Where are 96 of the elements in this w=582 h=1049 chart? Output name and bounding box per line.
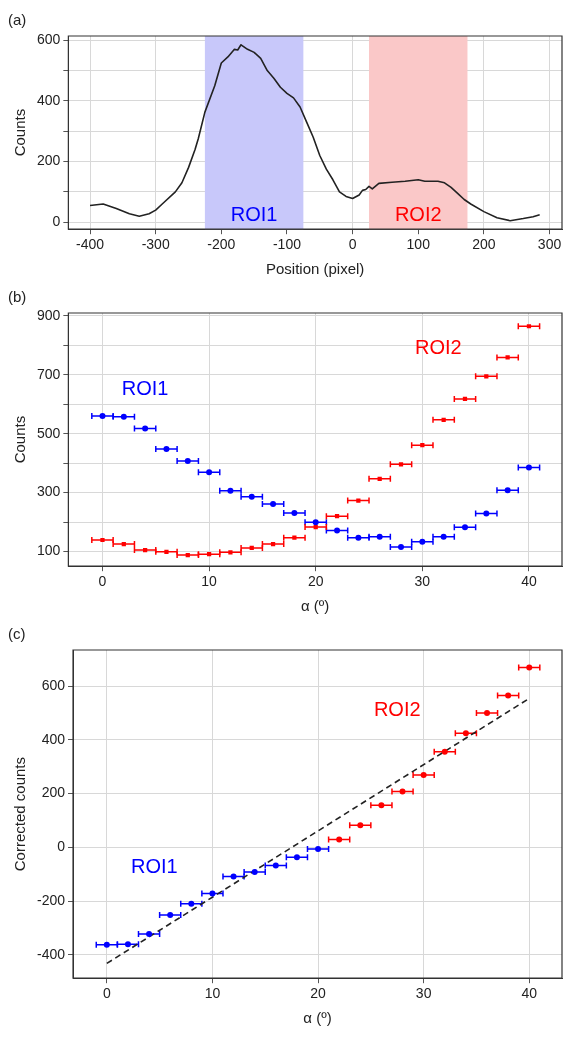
band-label: ROI2 bbox=[394, 202, 442, 225]
x-tick-label: 0 bbox=[348, 236, 357, 253]
x-tick-label: 10 bbox=[201, 573, 218, 590]
y-tick-label: 600 bbox=[37, 31, 61, 48]
x-tick-label: 100 bbox=[406, 236, 431, 253]
y-tick-label: 0 bbox=[57, 838, 66, 855]
point bbox=[462, 730, 469, 737]
x-tick-label: 30 bbox=[414, 573, 431, 590]
x-tick-label: -200 bbox=[207, 236, 236, 253]
x-axis-title: α (º) bbox=[301, 597, 330, 615]
chart-title: (c) bbox=[8, 625, 26, 643]
x-axis-title: α (º) bbox=[303, 1009, 332, 1027]
point bbox=[483, 510, 490, 517]
point bbox=[227, 487, 234, 494]
point bbox=[209, 890, 216, 897]
point bbox=[272, 862, 279, 869]
point bbox=[356, 498, 361, 503]
x-tick-label: -100 bbox=[272, 236, 302, 253]
point bbox=[251, 869, 258, 876]
y-tick-label: 100 bbox=[37, 542, 61, 559]
point bbox=[99, 413, 106, 420]
x-tick-label: -400 bbox=[76, 236, 105, 253]
point bbox=[206, 469, 213, 476]
point bbox=[167, 912, 174, 919]
series-label: ROI2 bbox=[373, 697, 421, 720]
point bbox=[484, 709, 491, 716]
point bbox=[293, 854, 300, 861]
point bbox=[120, 413, 127, 420]
point bbox=[164, 549, 169, 554]
x-tick-label: -300 bbox=[141, 236, 170, 253]
point bbox=[376, 533, 383, 540]
point bbox=[124, 941, 131, 948]
y-tick-label: 400 bbox=[37, 91, 61, 108]
point bbox=[184, 458, 191, 465]
x-tick-label: 300 bbox=[537, 236, 562, 253]
x-tick-label: 40 bbox=[521, 985, 538, 1002]
y-tick-label: 200 bbox=[41, 784, 66, 801]
point bbox=[461, 524, 468, 531]
point bbox=[230, 873, 237, 880]
point bbox=[315, 845, 322, 852]
y-tick-label: 400 bbox=[41, 730, 66, 747]
x-tick-label: 40 bbox=[521, 573, 537, 590]
point bbox=[526, 664, 533, 671]
point bbox=[505, 355, 510, 360]
series-label: ROI1 bbox=[121, 377, 169, 400]
point bbox=[291, 509, 298, 516]
series-label: ROI2 bbox=[414, 335, 462, 358]
x-tick-label: 0 bbox=[102, 985, 111, 1002]
point bbox=[441, 748, 448, 755]
point bbox=[228, 550, 233, 555]
chart-title: (a) bbox=[8, 11, 27, 29]
y-tick-label: 700 bbox=[37, 365, 61, 382]
point bbox=[146, 931, 153, 938]
y-tick-label: -400 bbox=[36, 945, 66, 962]
series-label: ROI1 bbox=[131, 854, 178, 877]
point bbox=[142, 425, 149, 432]
point bbox=[163, 446, 170, 453]
chart-title: (b) bbox=[8, 288, 27, 306]
y-axis-title: Corrected counts bbox=[11, 756, 29, 872]
y-tick-label: 300 bbox=[37, 483, 61, 500]
y-tick-label: -200 bbox=[36, 891, 66, 908]
point bbox=[440, 533, 447, 540]
point bbox=[336, 836, 343, 843]
point bbox=[248, 493, 255, 500]
y-tick-label: 0 bbox=[52, 213, 61, 230]
point bbox=[378, 802, 385, 809]
point bbox=[188, 900, 195, 907]
x-tick-label: 10 bbox=[204, 985, 221, 1002]
x-tick-label: 30 bbox=[415, 985, 432, 1002]
x-tick-label: 20 bbox=[307, 573, 324, 590]
point bbox=[419, 538, 426, 545]
x-tick-label: 200 bbox=[472, 236, 496, 253]
x-axis-title: Position (pixel) bbox=[265, 260, 365, 278]
point bbox=[420, 771, 427, 778]
point bbox=[399, 788, 406, 795]
point bbox=[505, 692, 512, 699]
y-tick-label: 200 bbox=[37, 152, 61, 169]
band-label: ROI1 bbox=[230, 202, 278, 225]
x-tick-label: 0 bbox=[98, 573, 107, 590]
point bbox=[357, 822, 364, 829]
point bbox=[103, 941, 110, 948]
point bbox=[355, 534, 362, 541]
y-axis-title: Counts bbox=[11, 415, 29, 464]
y-tick-label: 600 bbox=[41, 676, 66, 693]
point bbox=[292, 535, 297, 540]
y-tick-label: 900 bbox=[37, 306, 61, 323]
point bbox=[504, 487, 511, 494]
y-axis-title: Counts bbox=[11, 108, 29, 157]
point bbox=[398, 544, 405, 551]
x-tick-label: 20 bbox=[310, 985, 327, 1002]
point bbox=[270, 501, 277, 508]
point bbox=[100, 537, 105, 543]
y-tick-label: 500 bbox=[37, 424, 61, 441]
point bbox=[334, 527, 341, 534]
point bbox=[525, 464, 532, 471]
point bbox=[312, 519, 319, 526]
